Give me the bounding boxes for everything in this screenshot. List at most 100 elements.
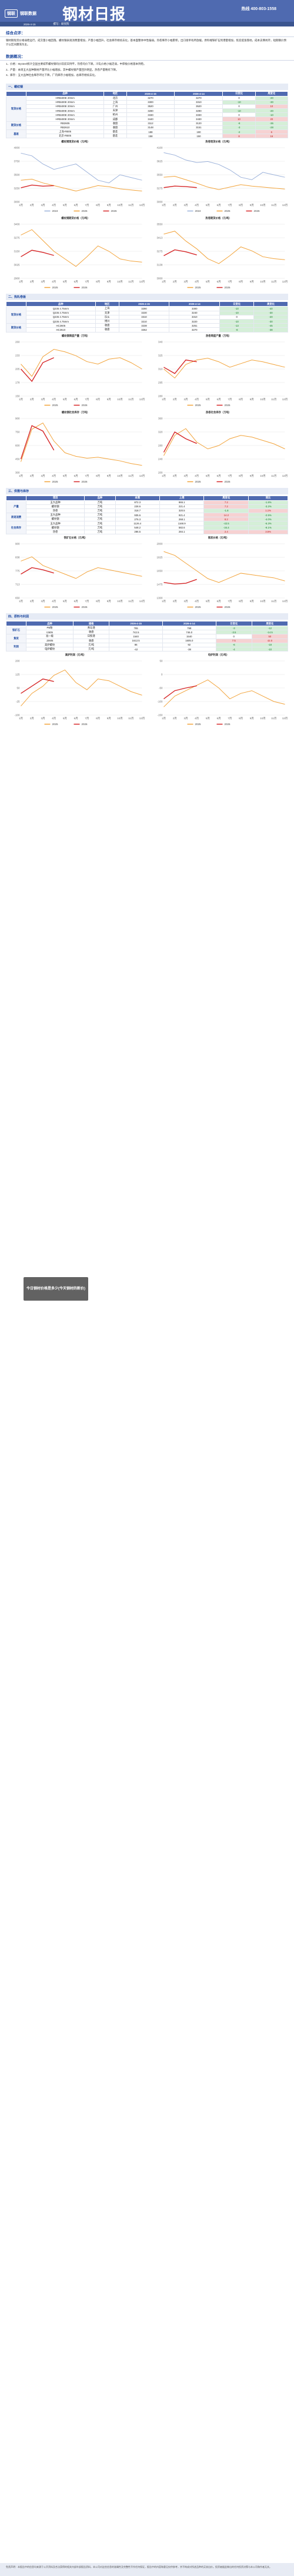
x-tick-label: 3月 (41, 398, 45, 401)
x-tick-label: 10月 (260, 717, 266, 720)
x-tick-label: 3月 (183, 398, 188, 401)
x-tick-label: 10月 (260, 600, 266, 603)
x-tick-label: 5月 (206, 398, 210, 401)
legend-label: 2025 (195, 723, 202, 726)
x-tick-label: 1月 (19, 398, 23, 401)
table-cell: 8 (223, 134, 255, 138)
x-tick-label: 4月 (52, 398, 56, 401)
y-tick-label: -100 (157, 700, 163, 703)
table-cell: 20 (255, 117, 288, 121)
table-cell: 收盘 (95, 328, 119, 332)
x-tick-label: 7月 (228, 474, 232, 478)
table-cell: HRB400E 20mm (26, 117, 104, 121)
y-tick-label: 1825 (156, 556, 163, 559)
table-cell: -42 (109, 647, 163, 651)
x-tick-label: 7月 (228, 398, 232, 401)
report-author: 撰写：研究院 (54, 22, 69, 26)
chart-plot: 130014751650182520001月 2月 3月 4月 5月 6月 7月 8月 9月 10… (149, 540, 288, 611)
y-tick-label: 713 (15, 583, 20, 586)
table-cell: 150 (175, 134, 223, 138)
table-row: 基差 上海-RB05 基差 188 190 -2 6 (6, 130, 288, 134)
chart-plot: 2002402803203601月 2月 3月 4月 5月 6月 7月 8月 9月 10月 11月 1… (149, 415, 288, 486)
table-cell: 3270 (169, 328, 220, 332)
legend-label: 2025 (195, 286, 202, 289)
table-cell: 收盘 (104, 125, 126, 129)
x-tick-label: 4月 (195, 398, 199, 401)
table-cell: -10 (220, 307, 254, 311)
table-cell: 10 (255, 104, 288, 108)
table-cell: -14.5 (252, 630, 288, 634)
y-tick-label: 178 (15, 381, 20, 384)
table-header-cell: 品种 (26, 621, 74, 626)
x-tick-label: 11月 (128, 204, 133, 207)
table-header-cell: 品种 (26, 91, 104, 96)
table-cell: 7.2 (204, 500, 249, 504)
table-cell: 万吨 (85, 517, 115, 521)
x-tick-label: 5月 (63, 204, 67, 207)
table-header-cell: 地区 (95, 302, 119, 307)
row-category: 基差 (6, 130, 26, 138)
x-tick-label: 9月 (250, 600, 254, 603)
table-cell: I2605 (26, 630, 74, 634)
chart-plot: 3004506007509001月 2月 3月 4月 5月 6月 7月 8月 9月 10月 11月 1… (6, 415, 145, 486)
x-tick-label: 10月 (117, 204, 123, 207)
series-line-2024 (164, 153, 285, 180)
chart-title: 电炉利润（元/吨） (149, 653, 288, 657)
table-cell: 五大品种 (26, 513, 85, 517)
y-tick-label: 838 (15, 556, 20, 559)
y-tick-label: 3000 (156, 201, 163, 204)
report-date: 2026-4-15 (24, 23, 36, 26)
x-tick-label: 6月 (217, 204, 221, 207)
table-cell: -42.5 (204, 521, 249, 526)
table-cell: HRB400E 20mm (26, 96, 104, 100)
table-cell: 3120 (175, 121, 223, 125)
table-cell: 准一级 (26, 634, 74, 639)
x-tick-label: 4月 (52, 717, 56, 720)
table-cell: -12 (252, 626, 288, 630)
table-row: I2605 收盘 742.5 746.0 -3.5 -14.5 (6, 630, 288, 634)
x-tick-label: 2月 (173, 204, 177, 207)
table-cell: 0 (216, 634, 252, 639)
legend-label: 2025 (225, 210, 231, 212)
y-tick-label: 360 (158, 417, 163, 420)
table-row: Q235 4.75mm 天津 3230 3240 -10 -30 (6, 311, 288, 315)
table-cell: 3310 (119, 315, 169, 319)
line-chart: 焦炭价格（元/吨） 1300 1475 1650 1825 2000 1月 2月 3月 4月 5月 6… (149, 536, 288, 611)
x-tick-label: 5月 (63, 398, 67, 401)
legend-label: 2026 (82, 606, 88, 609)
table-cell: -3 (223, 125, 255, 129)
x-tick-label: 8月 (96, 717, 100, 720)
overview-text: 1、价格：Mysteel统计全国主要城市螺纹钢均价较前日持平，热卷均价下跌，冷轧… (0, 61, 294, 81)
table-cell: HRB400E 20mm (26, 104, 104, 108)
y-tick-label: 650 (15, 597, 20, 600)
table-header-cell: 周变化 (254, 302, 288, 307)
meta-bar: 2026-4-15 撰写：研究院 (0, 22, 294, 26)
x-tick-label: 11月 (271, 280, 276, 284)
x-tick-label: 2月 (173, 398, 177, 401)
table-cell: 基差 (104, 130, 126, 134)
table-cell: 582.6 (159, 526, 203, 530)
table-cell: -13 (220, 324, 254, 328)
table-cell: 16 (255, 134, 288, 138)
x-tick-label: 12月 (139, 280, 145, 284)
x-tick-label: 4月 (195, 600, 199, 603)
y-tick-label: 125 (15, 673, 20, 676)
table-cell: -45 (254, 324, 288, 328)
chart-title: 螺纹钢周度产量（万吨） (6, 334, 145, 338)
table-header-cell: 项目 (26, 496, 85, 500)
legend-label: 2026 (225, 404, 231, 407)
x-tick-label: 11月 (128, 717, 133, 720)
table-cell: 3290 (119, 307, 169, 311)
table-cell: -1.8 (204, 508, 249, 513)
line-chart: 电炉利润（元/吨） -150 -100 -50 0 50 1月 2月 3月 4月 5月 6月 7月 8月 9… (149, 653, 288, 728)
table-row: HC2610 收盘 3262 3270 -8 -38 (6, 328, 288, 332)
table-cell: J2605 (26, 639, 74, 643)
x-tick-label: 7月 (228, 600, 232, 603)
y-tick-label: 200 (158, 471, 163, 474)
x-tick-label: 6月 (74, 204, 78, 207)
table-cell: -34.4 (204, 526, 249, 530)
x-tick-label: 11月 (271, 398, 276, 401)
chart-title: 热卷社会库存（万吨） (149, 411, 288, 415)
table-header-cell: 2026-4-14 (169, 302, 220, 307)
x-tick-label: 5月 (63, 280, 67, 284)
